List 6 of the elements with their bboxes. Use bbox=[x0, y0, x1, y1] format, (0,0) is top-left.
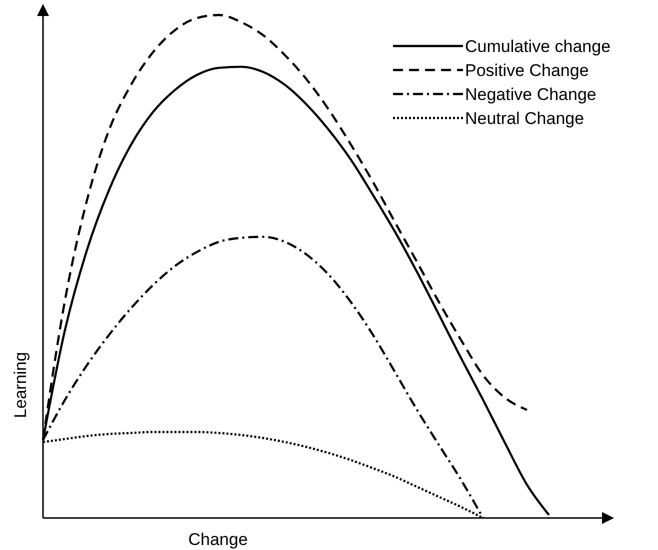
y-axis-title: Learning bbox=[11, 352, 30, 418]
legend-label: Positive Change bbox=[465, 61, 589, 80]
legend-label: Neutral Change bbox=[465, 109, 584, 128]
legend-label: Negative Change bbox=[465, 85, 596, 104]
legend-label: Cumulative change bbox=[465, 37, 611, 56]
x-axis-title: Change bbox=[188, 530, 248, 549]
